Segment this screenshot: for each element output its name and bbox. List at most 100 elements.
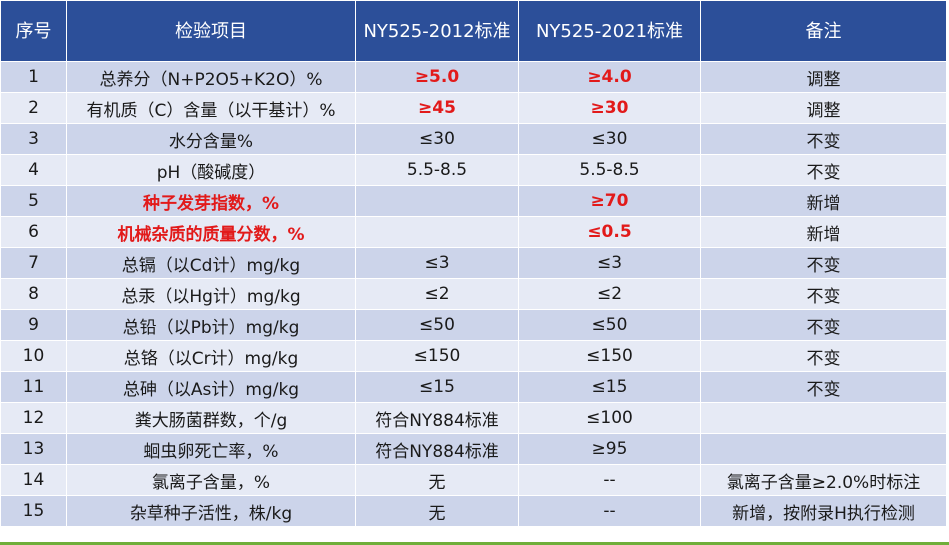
item-name-cell: 蛔虫卵死亡率，% bbox=[66, 433, 356, 465]
table-row: 5 种子发芽指数，% ≥70 新增 bbox=[0, 185, 947, 217]
note-cell bbox=[700, 433, 947, 465]
std-2021-cell: ≥30 bbox=[518, 92, 701, 124]
std-2012-cell: ≤30 bbox=[355, 123, 519, 155]
row-number-cell: 9 bbox=[0, 309, 67, 341]
std-2012-cell: ≤50 bbox=[355, 309, 519, 341]
std-2021-cell: -- bbox=[518, 464, 701, 496]
table-row: 11 总砷（以As计）mg/kg ≤15 ≤15 不变 bbox=[0, 371, 947, 403]
item-name-cell: 氯离子含量，% bbox=[66, 464, 356, 496]
table-row: 15 杂草种子活性，株/kg 无 -- 新增，按附录H执行检测 bbox=[0, 495, 947, 527]
row-number-cell: 3 bbox=[0, 123, 67, 155]
std-2012-cell: 符合NY884标准 bbox=[355, 433, 519, 465]
note-cell: 新增，按附录H执行检测 bbox=[700, 495, 947, 527]
note-cell: 新增 bbox=[700, 185, 947, 217]
accent-line bbox=[0, 542, 949, 545]
note-cell: 不变 bbox=[700, 309, 947, 341]
std-2012-cell: 符合NY884标准 bbox=[355, 402, 519, 434]
table-header: 序号 检验项目 NY525-2012标准 NY525-2021标准 备注 bbox=[0, 0, 947, 62]
row-number-cell: 11 bbox=[0, 371, 67, 403]
header-note: 备注 bbox=[700, 0, 947, 62]
note-cell: 不变 bbox=[700, 371, 947, 403]
item-name-cell: 粪大肠菌群数，个/g bbox=[66, 402, 356, 434]
std-2012-cell: ≤2 bbox=[355, 278, 519, 310]
row-number-cell: 13 bbox=[0, 433, 67, 465]
std-2021-cell: ≥4.0 bbox=[518, 61, 701, 93]
row-number-cell: 7 bbox=[0, 247, 67, 279]
item-name-cell: 有机质（C）含量（以干基计）% bbox=[66, 92, 356, 124]
item-name-cell: 杂草种子活性，株/kg bbox=[66, 495, 356, 527]
item-name-cell: 总养分（N+P2O5+K2O）% bbox=[66, 61, 356, 93]
row-number-cell: 8 bbox=[0, 278, 67, 310]
note-cell bbox=[700, 402, 947, 434]
std-2012-cell: ≤150 bbox=[355, 340, 519, 372]
std-2021-cell: 5.5-8.5 bbox=[518, 154, 701, 186]
table-row: 2 有机质（C）含量（以干基计）% ≥45 ≥30 调整 bbox=[0, 92, 947, 124]
table-row: 9 总铅（以Pb计）mg/kg ≤50 ≤50 不变 bbox=[0, 309, 947, 341]
row-number-cell: 14 bbox=[0, 464, 67, 496]
item-name-cell: 总汞（以Hg计）mg/kg bbox=[66, 278, 356, 310]
std-2021-cell: ≥70 bbox=[518, 185, 701, 217]
std-2021-cell: ≤100 bbox=[518, 402, 701, 434]
item-name-cell: 水分含量% bbox=[66, 123, 356, 155]
std-2012-cell: ≥5.0 bbox=[355, 61, 519, 93]
note-cell: 不变 bbox=[700, 247, 947, 279]
std-2021-cell: ≤2 bbox=[518, 278, 701, 310]
row-number-cell: 5 bbox=[0, 185, 67, 217]
std-2021-cell: ≤30 bbox=[518, 123, 701, 155]
row-number-cell: 2 bbox=[0, 92, 67, 124]
std-2012-cell: 无 bbox=[355, 495, 519, 527]
std-2012-cell: 无 bbox=[355, 464, 519, 496]
item-name-cell: 总铅（以Pb计）mg/kg bbox=[66, 309, 356, 341]
table-row: 6 机械杂质的质量分数，% ≤0.5 新增 bbox=[0, 216, 947, 248]
row-number-cell: 10 bbox=[0, 340, 67, 372]
header-no: 序号 bbox=[0, 0, 67, 62]
standard-comparison-table: 序号 检验项目 NY525-2012标准 NY525-2021标准 备注 1 总养… bbox=[0, 0, 947, 527]
std-2021-cell: ≤0.5 bbox=[518, 216, 701, 248]
note-cell: 调整 bbox=[700, 61, 947, 93]
table-row: 13 蛔虫卵死亡率，% 符合NY884标准 ≥95 bbox=[0, 433, 947, 465]
std-2021-cell: ≤3 bbox=[518, 247, 701, 279]
table-row: 12 粪大肠菌群数，个/g 符合NY884标准 ≤100 bbox=[0, 402, 947, 434]
std-2021-cell: ≤150 bbox=[518, 340, 701, 372]
std-2012-cell: 5.5-8.5 bbox=[355, 154, 519, 186]
std-2012-cell: ≥45 bbox=[355, 92, 519, 124]
item-name-cell: 总镉（以Cd计）mg/kg bbox=[66, 247, 356, 279]
item-name-cell: 总砷（以As计）mg/kg bbox=[66, 371, 356, 403]
item-name-cell: pH（酸碱度） bbox=[66, 154, 356, 186]
note-cell: 不变 bbox=[700, 154, 947, 186]
note-cell: 新增 bbox=[700, 216, 947, 248]
std-2021-cell: ≤15 bbox=[518, 371, 701, 403]
item-name-cell: 机械杂质的质量分数，% bbox=[66, 216, 356, 248]
row-number-cell: 15 bbox=[0, 495, 67, 527]
std-2012-cell bbox=[355, 185, 519, 217]
std-2021-cell: -- bbox=[518, 495, 701, 527]
table-body: 1 总养分（N+P2O5+K2O）% ≥5.0 ≥4.0 调整 2 有机质（C）含量（以干基… bbox=[0, 61, 947, 527]
table-row: 8 总汞（以Hg计）mg/kg ≤2 ≤2 不变 bbox=[0, 278, 947, 310]
note-cell: 不变 bbox=[700, 278, 947, 310]
note-cell: 氯离子含量≥2.0%时标注 bbox=[700, 464, 947, 496]
item-name-cell: 种子发芽指数，% bbox=[66, 185, 356, 217]
std-2012-cell bbox=[355, 216, 519, 248]
std-2021-cell: ≥95 bbox=[518, 433, 701, 465]
header-item: 检验项目 bbox=[66, 0, 356, 62]
table-row: 7 总镉（以Cd计）mg/kg ≤3 ≤3 不变 bbox=[0, 247, 947, 279]
std-2012-cell: ≤3 bbox=[355, 247, 519, 279]
header-std-2021: NY525-2021标准 bbox=[518, 0, 701, 62]
table-row: 3 水分含量% ≤30 ≤30 不变 bbox=[0, 123, 947, 155]
table-row: 14 氯离子含量，% 无 -- 氯离子含量≥2.0%时标注 bbox=[0, 464, 947, 496]
header-std-2012: NY525-2012标准 bbox=[355, 0, 519, 62]
std-2012-cell: ≤15 bbox=[355, 371, 519, 403]
note-cell: 不变 bbox=[700, 340, 947, 372]
row-number-cell: 6 bbox=[0, 216, 67, 248]
item-name-cell: 总铬（以Cr计）mg/kg bbox=[66, 340, 356, 372]
std-2021-cell: ≤50 bbox=[518, 309, 701, 341]
note-cell: 调整 bbox=[700, 92, 947, 124]
table-row: 10 总铬（以Cr计）mg/kg ≤150 ≤150 不变 bbox=[0, 340, 947, 372]
table-row: 1 总养分（N+P2O5+K2O）% ≥5.0 ≥4.0 调整 bbox=[0, 61, 947, 93]
table-row: 4 pH（酸碱度） 5.5-8.5 5.5-8.5 不变 bbox=[0, 154, 947, 186]
row-number-cell: 4 bbox=[0, 154, 67, 186]
note-cell: 不变 bbox=[700, 123, 947, 155]
row-number-cell: 12 bbox=[0, 402, 67, 434]
row-number-cell: 1 bbox=[0, 61, 67, 93]
